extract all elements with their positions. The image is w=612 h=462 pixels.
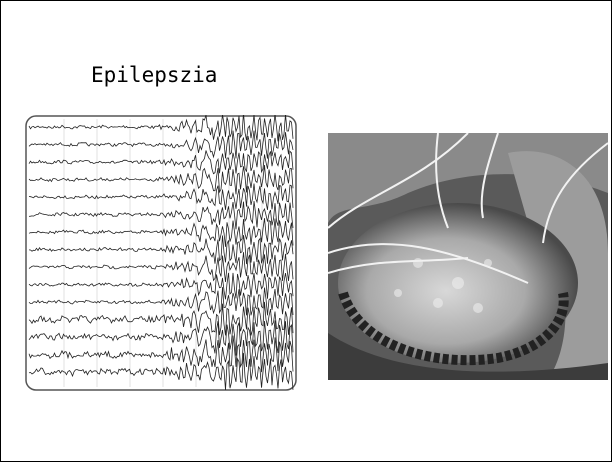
slide-title: Epilepszia — [91, 63, 217, 87]
surgery-photo — [328, 133, 608, 380]
slide: Epilepszia — [0, 0, 612, 462]
eeg-image — [25, 115, 297, 391]
